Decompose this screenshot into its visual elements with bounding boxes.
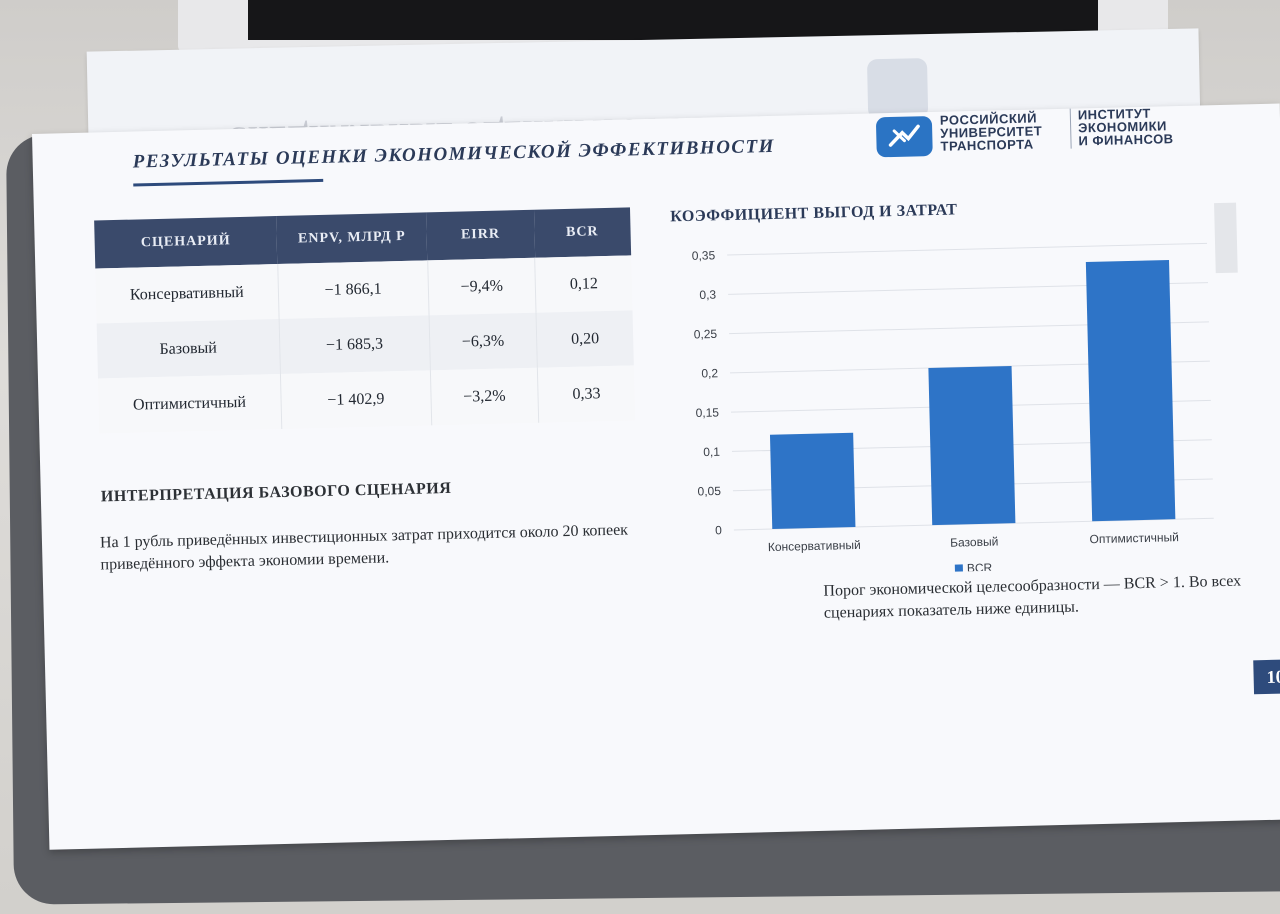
- results-table: СЦЕНАРИЙ ENPV, МЛРД Р EIRR BCR Консерват…: [94, 207, 636, 434]
- cell-bcr: 0,33: [537, 365, 636, 423]
- y-tick-label: 0,25: [694, 327, 718, 342]
- interpretation-title: ИНТЕРПРЕТАЦИЯ БАЗОВОГО СЦЕНАРИЯ: [100, 479, 452, 506]
- interpretation-text: На 1 рубль приведённых инвестиционных за…: [99, 521, 629, 574]
- bar: [928, 365, 1016, 526]
- institute-line: И ФИНАНСОВ: [1078, 131, 1174, 149]
- legend-label: BCR: [967, 561, 993, 576]
- x-tick-label: Базовый: [950, 535, 998, 550]
- x-tick-label: Оптимистичный: [1089, 530, 1179, 546]
- page-number: 10: [1253, 659, 1280, 695]
- threshold-note: Порог экономической целесообразности — B…: [823, 572, 1242, 622]
- header-bcr: BCR: [533, 207, 632, 258]
- cell-eirr: −3,2%: [430, 367, 539, 426]
- institute-name: ИНСТИТУТ ЭКОНОМИКИ И ФИНАНСОВ: [1078, 105, 1219, 149]
- cell-eirr: −6,3%: [428, 312, 538, 371]
- document-page: РЕЗУЛЬТАТЫ ОЦЕНКИ ЭКОНОМИЧЕСКОЙ ЭФФЕКТИВ…: [32, 103, 1280, 850]
- header-scenario: СЦЕНАРИЙ: [94, 216, 278, 269]
- cell-scenario: Оптимистичный: [97, 374, 282, 434]
- page-title: РЕЗУЛЬТАТЫ ОЦЕНКИ ЭКОНОМИЧЕСКОЙ ЭФФЕКТИВ…: [132, 135, 776, 173]
- cell-scenario: Консервативный: [95, 264, 279, 324]
- bcr-bar-chart: 0 0,05 0,1 0,15 0,2 0,25 0,3 0,35 Консервативный…: [692, 242, 1214, 576]
- y-tick-label: 0,05: [697, 484, 721, 499]
- gridline: [727, 242, 1208, 256]
- title-underline: [133, 178, 324, 187]
- cell-enpv: −1 685,3: [278, 315, 431, 375]
- bar: [1085, 259, 1176, 522]
- chart-title: КОЭФФИЦИЕНТ ВЫГОД И ЗАТРАТ: [670, 201, 958, 226]
- header-eirr: EIRR: [426, 209, 535, 261]
- y-tick-label: 0,15: [695, 405, 719, 420]
- y-tick-label: 0,2: [701, 366, 718, 380]
- cell-bcr: 0,12: [534, 255, 633, 313]
- y-tick-label: 0,35: [692, 248, 716, 263]
- cell-eirr: −9,4%: [427, 257, 537, 316]
- y-tick-label: 0,1: [703, 445, 720, 459]
- table-row: Оптимистичный −1 402,9 −3,2% 0,33: [97, 365, 636, 434]
- cell-bcr: 0,20: [536, 310, 634, 368]
- previous-page-logo: [866, 58, 929, 120]
- logo-divider: [1069, 108, 1072, 149]
- cell-enpv: −1 402,9: [280, 370, 432, 429]
- legend-swatch: [954, 564, 963, 573]
- header-enpv: ENPV, МЛРД Р: [276, 212, 428, 265]
- cell-enpv: −1 866,1: [277, 260, 429, 320]
- university-name: РОССИЙСКИЙ УНИВЕРСИТЕТ ТРАНСПОРТА: [940, 110, 1071, 154]
- rut-logo-icon: [875, 116, 933, 158]
- cell-scenario: Базовый: [96, 319, 281, 379]
- university-line: ТРАНСПОРТА: [940, 136, 1034, 154]
- bar: [769, 432, 856, 530]
- y-tick-label: 0,3: [699, 288, 716, 302]
- x-tick-label: Консервативный: [768, 538, 861, 554]
- y-tick-label: 0: [715, 523, 722, 537]
